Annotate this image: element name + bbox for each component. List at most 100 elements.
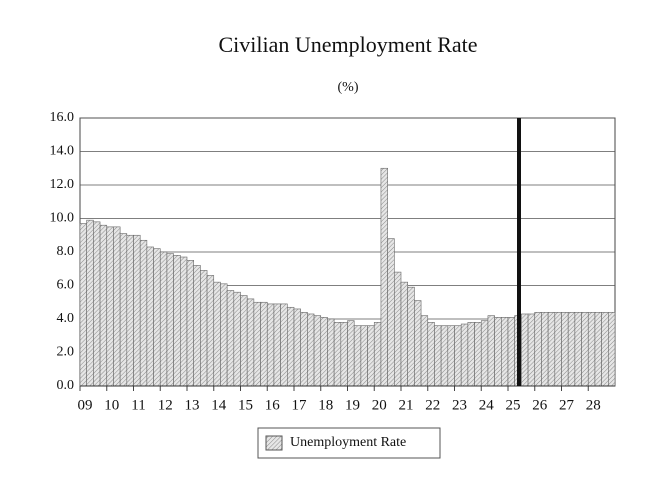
bar [587, 311, 596, 387]
bar [93, 221, 101, 387]
bar [380, 167, 388, 387]
y-tick-label: 0.0 [57, 378, 75, 393]
bar [106, 226, 114, 387]
bar [266, 303, 275, 387]
bar [113, 226, 121, 387]
y-tick-label: 2.0 [57, 345, 75, 360]
bar [387, 238, 395, 387]
y-tick-label: 8.0 [57, 244, 75, 259]
bar [434, 325, 442, 387]
bar [327, 318, 335, 387]
bar [440, 325, 449, 387]
bar [166, 253, 174, 387]
chart-title: Civilian Unemployment Rate [218, 32, 477, 57]
bar [527, 313, 536, 387]
bar [186, 260, 194, 387]
x-tick-label: 23 [452, 397, 467, 413]
legend-label: Unemployment Rate [290, 435, 406, 450]
bar [307, 313, 315, 387]
x-tick-label: 18 [318, 397, 333, 413]
bar [474, 322, 482, 387]
bar [447, 325, 455, 387]
bar [173, 255, 181, 387]
x-tick-label: 16 [265, 397, 281, 413]
bar [601, 311, 609, 387]
bar [180, 256, 188, 387]
bar [567, 311, 576, 387]
x-tick-label: 17 [292, 397, 308, 413]
x-tick-label: 27 [559, 397, 575, 413]
x-tick-label: 22 [425, 397, 440, 413]
bar [193, 265, 201, 387]
bar [507, 317, 515, 387]
bar [153, 248, 161, 387]
bar [574, 311, 582, 387]
bar [320, 317, 328, 387]
x-tick-label: 12 [158, 397, 173, 413]
bar [487, 315, 495, 387]
chart-subtitle: (%) [338, 80, 359, 95]
bar [400, 281, 408, 387]
bar [246, 298, 255, 387]
bar [581, 311, 589, 387]
bar [139, 239, 148, 387]
bar [233, 291, 241, 387]
bar [427, 322, 435, 387]
bar [594, 311, 602, 387]
bar [126, 234, 134, 387]
legend: Unemployment Rate [257, 427, 441, 459]
x-tick-label: 15 [238, 397, 253, 413]
bar [253, 301, 261, 387]
x-tick-label: 26 [532, 397, 548, 413]
bar [226, 290, 235, 387]
bar [394, 271, 402, 387]
bar [521, 313, 529, 387]
bar [133, 234, 141, 387]
bar [534, 311, 542, 387]
bar [146, 246, 154, 387]
bar [159, 251, 168, 387]
bar [460, 323, 469, 387]
x-tick-label: 20 [372, 397, 387, 413]
bar [541, 311, 549, 387]
bar [86, 219, 94, 387]
bar [373, 322, 382, 387]
y-tick-label: 4.0 [57, 311, 75, 326]
bar [407, 286, 415, 387]
bar [99, 224, 108, 387]
x-tick-label: 10 [104, 397, 119, 413]
bar [213, 281, 221, 387]
bar [480, 320, 489, 387]
y-tick-label: 14.0 [50, 144, 75, 159]
legend-swatch [265, 435, 283, 451]
bar [414, 300, 422, 387]
bar [454, 325, 462, 387]
y-tick-label: 16.0 [50, 110, 75, 125]
bar [79, 223, 87, 387]
bar [293, 308, 301, 387]
bar [119, 233, 128, 387]
x-tick-label: 21 [399, 397, 414, 413]
bar [340, 322, 348, 387]
bar [200, 270, 208, 387]
bar [608, 311, 616, 387]
y-tick-label: 12.0 [50, 177, 75, 192]
bar [420, 315, 429, 387]
bar [353, 325, 362, 387]
x-tick-label: 19 [345, 397, 360, 413]
bar [313, 315, 322, 387]
x-tick-label: 24 [479, 397, 495, 413]
bar [561, 311, 569, 387]
bar [280, 303, 288, 387]
y-tick-label: 6.0 [57, 278, 75, 293]
bar [220, 283, 228, 387]
x-tick-label: 25 [506, 397, 521, 413]
x-tick-label: 13 [185, 397, 200, 413]
bar [467, 322, 475, 387]
bar [300, 311, 308, 387]
x-tick-label: 09 [78, 397, 93, 413]
x-tick-label: 14 [211, 397, 227, 413]
bar [260, 301, 268, 387]
bar [547, 311, 556, 387]
